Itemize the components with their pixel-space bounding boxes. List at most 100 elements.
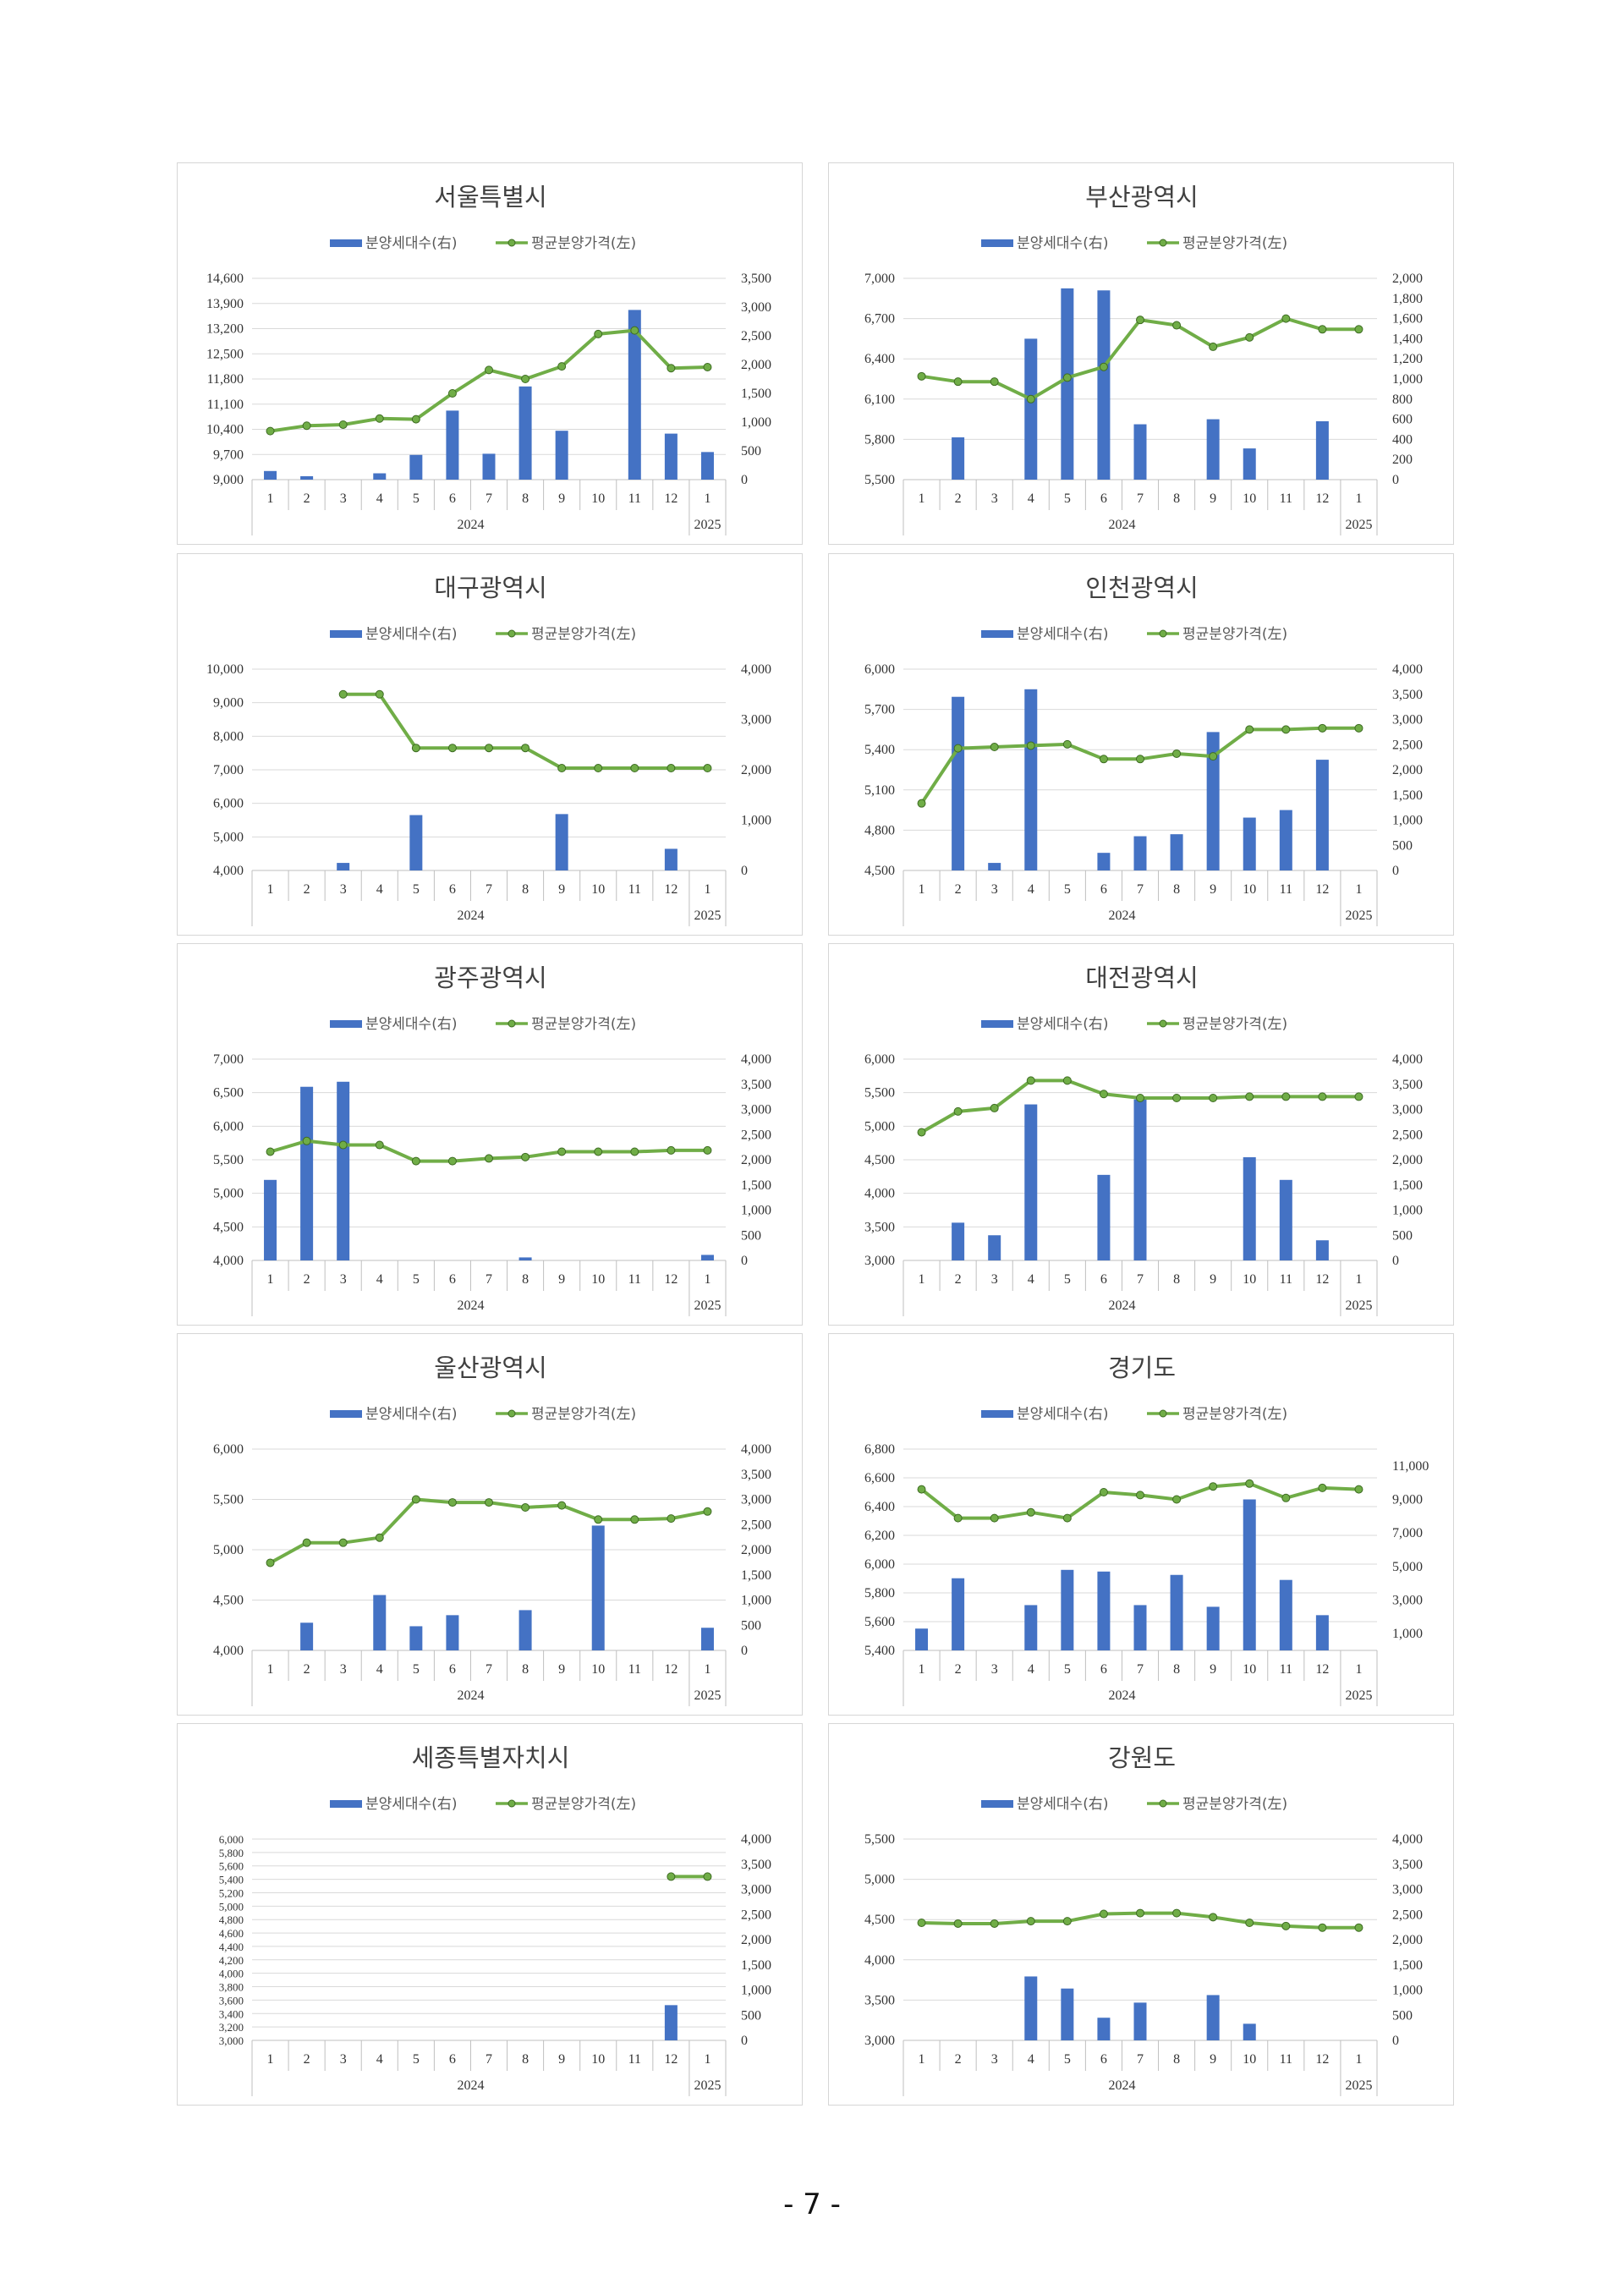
left-axis-tick-label: 5,700 — [864, 703, 895, 717]
bar — [1133, 2002, 1147, 2040]
left-axis-tick-label: 4,000 — [219, 1968, 244, 1980]
right-axis-tick-label: 0 — [741, 2034, 748, 2048]
x-axis-year-label: 2025 — [1345, 1688, 1372, 1703]
left-axis-tick-label: 4,400 — [219, 1941, 244, 1953]
x-axis-category-label: 4 — [376, 491, 383, 506]
right-axis-tick-label: 1,500 — [741, 1958, 771, 1973]
bar — [952, 1578, 965, 1650]
line-point — [667, 764, 676, 773]
line-point — [703, 764, 712, 773]
x-axis-category-label: 8 — [1173, 2052, 1180, 2067]
legend-line-marker — [1159, 629, 1167, 638]
right-axis-tick-label: 7,000 — [1392, 1526, 1423, 1540]
legend: 분양세대수(右) 평균분양가격(左) — [330, 626, 636, 643]
bar — [952, 696, 965, 870]
left-axis-tick-label: 10,400 — [206, 423, 244, 437]
right-axis-tick-label: 5,000 — [1392, 1560, 1423, 1574]
line-point — [1318, 1923, 1327, 1932]
bar — [1279, 1579, 1292, 1650]
x-axis-year-label: 2025 — [1345, 518, 1372, 532]
right-axis-tick-label: 1,000 — [1392, 1627, 1423, 1641]
legend-line-marker — [508, 629, 516, 638]
bar — [1206, 419, 1220, 480]
line-point — [990, 1919, 999, 1928]
x-axis-category-label: 1 — [267, 491, 274, 506]
right-axis-tick-label: 1,500 — [1392, 788, 1423, 803]
bar — [518, 386, 532, 480]
bar — [1206, 1995, 1220, 2040]
bar — [1243, 817, 1256, 870]
left-axis-tick-label: 6,100 — [864, 393, 895, 407]
right-axis-tick-label: 0 — [1392, 473, 1399, 487]
bar — [591, 1525, 605, 1650]
x-axis-year-label: 2025 — [1345, 1298, 1372, 1313]
left-axis-tick-label: 5,100 — [864, 783, 895, 798]
line-point — [1245, 332, 1254, 342]
x-axis-year-label: 2024 — [1108, 1298, 1135, 1313]
chart-panel-daejeon: 대전광역시 분양세대수(右) 평균분양가격(左) 3,000 3,500 4,000 4,5… — [828, 943, 1454, 1326]
left-axis-tick-label: 4,000 — [864, 1953, 895, 1968]
left-axis-tick-label: 6,700 — [864, 312, 895, 327]
x-axis-category-label: 9 — [1210, 2052, 1216, 2067]
right-axis-tick-label: 9,000 — [1392, 1493, 1423, 1507]
left-axis-tick-label: 3,500 — [864, 1993, 895, 2007]
bar — [446, 1615, 459, 1650]
bar — [409, 1626, 423, 1650]
bar — [264, 1179, 277, 1260]
line-point — [1062, 739, 1072, 749]
bar-series — [952, 689, 1329, 870]
legend-line-label: 평균분양가격(左) — [1182, 1406, 1287, 1423]
x-axis-category-label: 2 — [304, 2052, 310, 2067]
chart-panel-incheon: 인천광역시 분양세대수(右) 평균분양가격(左) 4,500 4,800 5,100 5,4… — [828, 553, 1454, 936]
x-axis-year-label: 2025 — [694, 2078, 721, 2093]
right-axis-tick-label: 3,500 — [1392, 688, 1423, 702]
line-point — [1172, 1094, 1182, 1103]
line-point — [1354, 325, 1363, 334]
x-axis-category-label: 6 — [449, 1662, 456, 1677]
bar — [1024, 689, 1038, 870]
right-axis-tick-label: 1,000 — [741, 415, 771, 430]
x-axis-category-label: 7 — [1137, 491, 1144, 506]
bar — [664, 2005, 678, 2040]
line-point — [1209, 1482, 1218, 1491]
legend-line-label: 평균분양가격(左) — [1182, 626, 1287, 643]
x-axis-category-label: 3 — [991, 2052, 998, 2067]
bar-series — [952, 288, 1329, 480]
left-axis-tick-label: 5,400 — [219, 1874, 244, 1886]
legend-line-label: 평균분양가격(左) — [531, 235, 636, 252]
chart-panel-gyeonggi: 경기도 분양세대수(右) 평균분양가격(左) 5,400 5,600 5,800 6,000… — [828, 1333, 1454, 1716]
chart-panel-gwangju: 광주광역시 분양세대수(右) 평균분양가격(左) 4,000 4,500 5,000 5,5… — [177, 943, 803, 1326]
legend-bar-swatch — [981, 630, 1013, 638]
legend-line-label: 평균분양가격(左) — [531, 626, 636, 643]
line-point — [266, 1147, 275, 1156]
left-axis-tick-label: 6,200 — [864, 1529, 895, 1543]
x-axis-category-label: 10 — [591, 491, 605, 506]
right-axis-tick-label: 3,500 — [1392, 1078, 1423, 1092]
x-axis-category-label: 7 — [486, 1662, 492, 1677]
left-axis-tick-label: 5,000 — [864, 1119, 895, 1134]
line-point — [703, 362, 712, 371]
x-axis-category-label: 4 — [1028, 2052, 1034, 2067]
line-point — [1136, 1094, 1144, 1103]
chart-title: 광주광역시 — [434, 964, 546, 992]
x-axis-category-label: 10 — [1243, 1272, 1256, 1287]
line-point — [1026, 1917, 1035, 1926]
line-point — [990, 743, 999, 752]
legend-bar-label: 분양세대수(右) — [1017, 235, 1108, 252]
right-axis-tick-label: 4,000 — [741, 1052, 771, 1067]
x-axis-category-label: 6 — [449, 491, 456, 506]
x-axis-category-label: 11 — [628, 1662, 641, 1677]
line-point — [557, 362, 567, 371]
x-axis-category-label: 12 — [1315, 882, 1329, 897]
line-point — [953, 1919, 963, 1928]
legend: 분양세대수(右) 평균분양가격(左) — [981, 1016, 1287, 1033]
bar — [1315, 1240, 1329, 1260]
x-axis-category-label: 5 — [413, 1272, 420, 1287]
chart-title: 대구광역시 — [434, 574, 546, 602]
left-axis-tick-label: 3,000 — [864, 2034, 895, 2048]
line-point — [667, 1872, 676, 1881]
right-axis-tick-label: 0 — [1392, 864, 1399, 878]
x-axis-category-label: 5 — [413, 491, 420, 506]
x-axis-category-label: 2 — [955, 491, 962, 506]
